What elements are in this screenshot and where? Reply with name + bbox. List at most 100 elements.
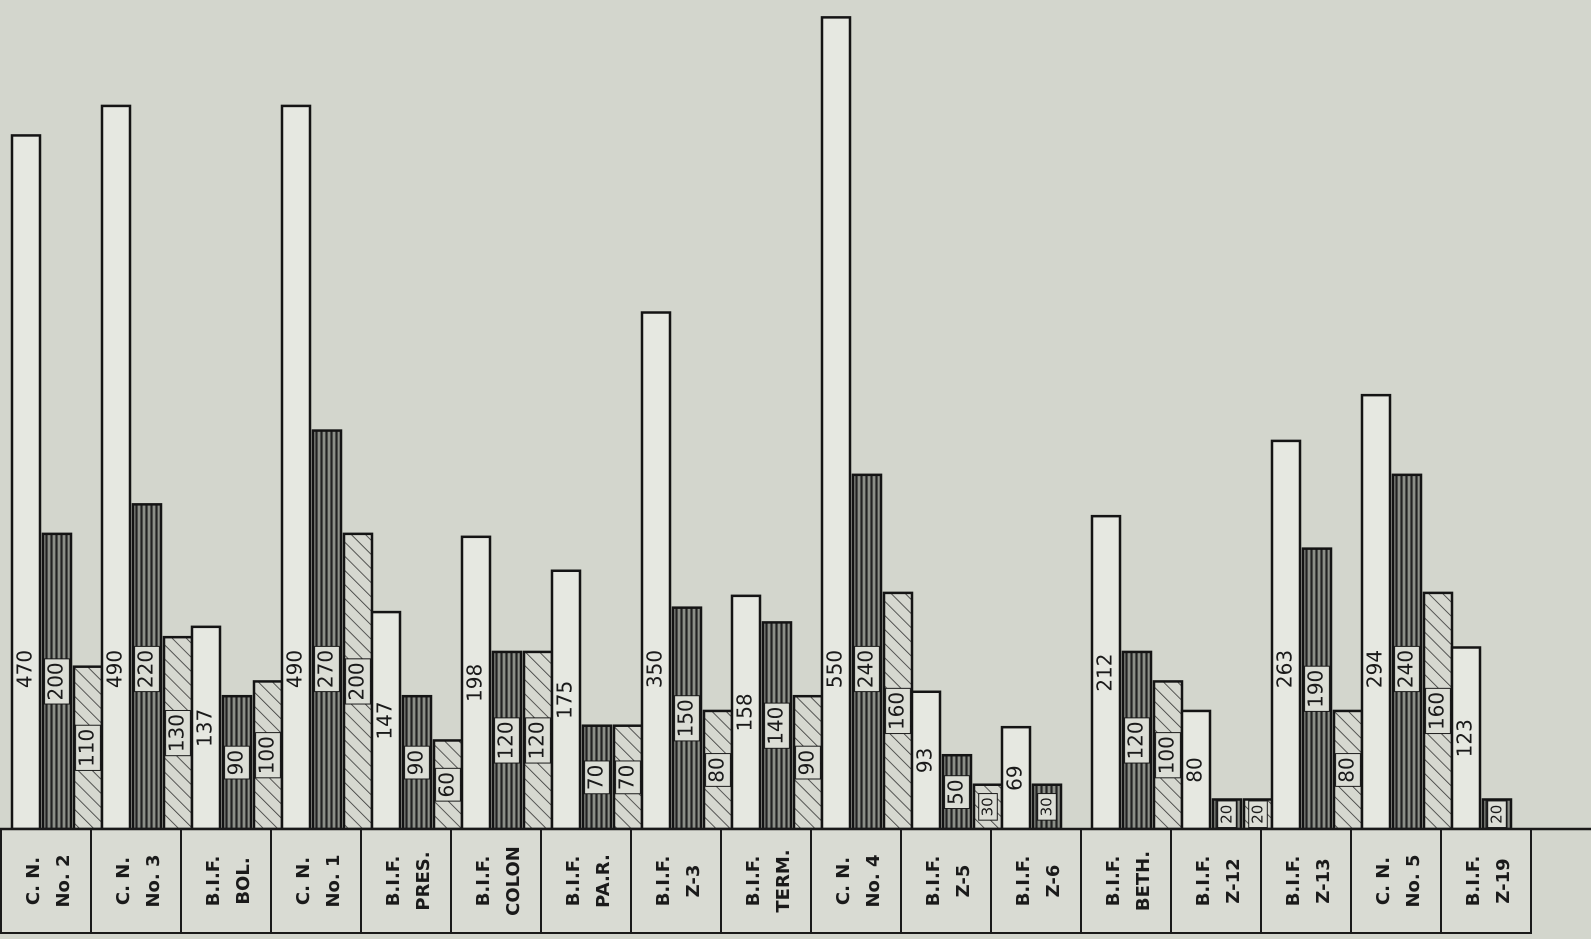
bar (820, 16, 852, 831)
value-label: 93 (913, 748, 937, 773)
category-label: B.I.F. (923, 856, 944, 907)
value-label: 140 (764, 707, 788, 745)
bar (1270, 439, 1302, 831)
category-label: C. N. (23, 857, 44, 905)
category-label: COLON (503, 846, 524, 916)
value-label-box (885, 687, 911, 735)
value-label: 30 (979, 797, 997, 816)
value-label: 60 (435, 772, 459, 797)
category-box (450, 828, 542, 934)
category-label: PA.R. (593, 854, 614, 908)
category-label: C. N. (833, 857, 854, 905)
category-label: Z-5 (953, 865, 974, 898)
value-label: 158 (733, 693, 757, 731)
value-label-box (978, 793, 998, 821)
value-label: 220 (134, 650, 158, 688)
bar (311, 429, 343, 831)
value-label-box (1248, 800, 1268, 829)
category-label: C. N. (1373, 857, 1394, 905)
value-label: 120 (525, 721, 549, 759)
category-box (720, 828, 812, 934)
category-label: Z-13 (1313, 858, 1334, 903)
category-label: B.I.F. (1103, 856, 1124, 907)
bar (1360, 393, 1392, 831)
bar (10, 134, 42, 831)
category-label: Z-3 (683, 865, 704, 898)
value-label-box (1335, 753, 1361, 787)
value-label-box (1425, 687, 1451, 735)
category-box (90, 828, 182, 934)
value-label: 100 (1155, 736, 1179, 774)
category-label: B.I.F. (383, 856, 404, 907)
value-label: 200 (44, 662, 68, 700)
category-label: PRES. (413, 851, 434, 910)
value-label-box (345, 658, 371, 705)
value-label: 200 (345, 662, 369, 700)
category-label: Z-12 (1223, 858, 1244, 903)
category-label: B.I.F. (1283, 856, 1304, 907)
value-label: 490 (103, 650, 127, 688)
value-label: 70 (615, 765, 639, 790)
value-label: 490 (283, 650, 307, 688)
category-box (1080, 828, 1172, 934)
value-label: 120 (494, 721, 518, 759)
value-label: 198 (463, 664, 487, 702)
value-label-box (525, 717, 551, 764)
value-label-box (314, 645, 340, 693)
category-box (0, 828, 92, 934)
category-label: B.I.F. (203, 856, 224, 907)
value-label-box (1124, 717, 1150, 764)
category-box (1350, 828, 1442, 934)
category-label: B.I.F. (1463, 856, 1484, 907)
category-label: BETH. (1133, 851, 1154, 911)
category-box (630, 828, 722, 934)
category-box (180, 828, 272, 934)
value-label: 80 (705, 757, 729, 782)
bar (1090, 514, 1122, 831)
value-label: 20 (1249, 805, 1267, 824)
category-label: TERM. (773, 849, 794, 912)
value-label: 20 (1218, 805, 1236, 824)
value-label-box (764, 702, 790, 749)
value-label-box (494, 717, 520, 764)
value-label: 100 (255, 736, 279, 774)
value-label: 147 (373, 701, 397, 739)
value-label-box (1304, 665, 1330, 712)
category-label: No. 1 (323, 854, 344, 907)
value-label: 80 (1183, 757, 1207, 782)
value-label: 137 (193, 709, 217, 747)
category-label: BOL. (233, 857, 254, 904)
value-label: 20 (1488, 805, 1506, 824)
category-box (540, 828, 632, 934)
bar (280, 104, 312, 831)
category-box (1170, 828, 1262, 934)
value-label-box (44, 658, 70, 705)
value-label: 123 (1453, 719, 1477, 757)
bars-layer (10, 16, 1513, 831)
value-label: 110 (75, 729, 99, 767)
value-label: 160 (885, 692, 909, 730)
bar (1180, 709, 1212, 831)
value-label-box (134, 645, 160, 693)
category-label: Z-19 (1493, 858, 1514, 903)
value-label: 90 (404, 750, 428, 775)
value-label: 190 (1304, 670, 1328, 708)
category-label: C. N. (113, 857, 134, 905)
bar (730, 594, 762, 831)
category-label: No. 3 (143, 854, 164, 907)
value-label: 240 (854, 650, 878, 688)
category-label: B.I.F. (653, 856, 674, 907)
value-label-box (1217, 800, 1237, 829)
category-box (1260, 828, 1352, 934)
value-label-box (584, 760, 610, 795)
bar (640, 311, 672, 831)
value-label: 240 (1394, 650, 1418, 688)
value-label-box (705, 753, 731, 787)
value-label-box (854, 645, 880, 693)
value-label-box (1037, 793, 1057, 821)
value-label: 50 (944, 779, 968, 804)
value-label: 212 (1093, 653, 1117, 691)
